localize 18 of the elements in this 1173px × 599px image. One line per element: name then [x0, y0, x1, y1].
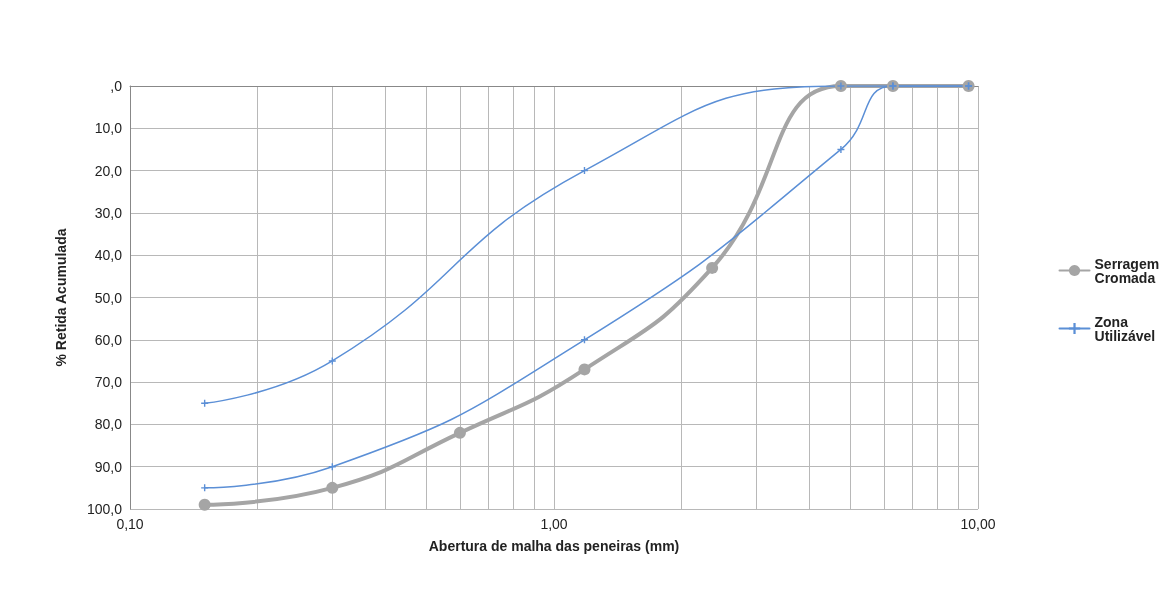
y-tick-label: 30,0	[94, 204, 123, 221]
y-tick-label: 80,0	[94, 416, 123, 433]
x-tick-label: 1,00	[540, 516, 568, 532]
y-tick-label: 60,0	[94, 331, 123, 348]
legend-label: Serragem Cromada	[1094, 255, 1163, 286]
x-axis-title: Abertura de malha das peneiras (mm)	[428, 538, 680, 554]
y-axis-title: % Retida Acumulada	[53, 228, 69, 367]
y-tick-label: 10,0	[94, 120, 123, 137]
y-tick-label: 40,0	[94, 247, 123, 264]
y-tick-label: 20,0	[94, 162, 123, 179]
y-tick-label: 90,0	[94, 458, 123, 475]
y-tick-label: ,0	[110, 78, 123, 94]
x-tick-label: 10,00	[960, 516, 996, 532]
x-tick-label: 0,10	[116, 516, 144, 532]
y-tick-label: 70,0	[94, 374, 123, 391]
y-tick-label: 100,0	[86, 501, 123, 517]
legend-label: Zona Utilizável	[1094, 313, 1156, 344]
y-tick-label: 50,0	[94, 289, 123, 306]
